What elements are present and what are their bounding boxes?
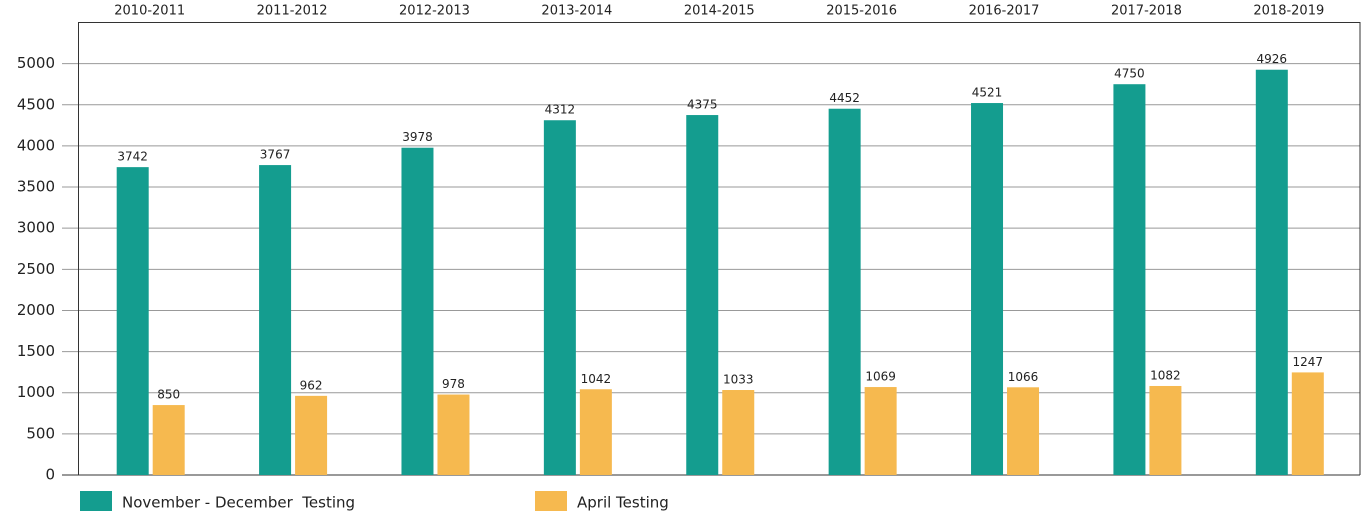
bar [152,405,185,475]
y-tick-label: 2500 [17,260,55,278]
x-tick-label: 2017-2018 [1111,4,1182,19]
x-tick-label: 2016-2017 [969,4,1040,19]
bar [116,167,149,476]
y-tick-label: 0 [45,466,55,484]
bar [722,390,755,475]
data-label: 1033 [723,373,754,387]
bar [295,395,328,475]
data-label: 4926 [1257,52,1288,66]
y-tick-label: 1000 [17,383,55,401]
bar [686,115,719,475]
data-label: 1066 [1008,370,1039,384]
y-tick-label: 4000 [17,136,55,154]
data-label: 978 [442,377,465,391]
bar [579,389,612,475]
bar [401,147,434,475]
bar [1113,84,1146,476]
bar [437,394,470,475]
legend-swatch [80,491,112,511]
data-label: 1082 [1150,368,1181,382]
bar [1291,372,1324,475]
data-label: 4312 [545,103,576,117]
x-tick-label: 2011-2012 [257,4,328,19]
data-label: 3742 [117,150,148,164]
data-label: 3978 [402,130,433,144]
data-label: 4750 [1114,67,1145,81]
data-label: 1042 [581,372,612,386]
bar [828,108,861,476]
bar [1007,387,1040,475]
data-label: 3767 [260,148,291,162]
plot-frame [78,22,1361,475]
x-tick-label: 2015-2016 [826,4,897,19]
x-tick-label: 2012-2013 [399,4,470,19]
data-label: 850 [157,388,180,402]
data-label: 4452 [829,91,860,105]
bar [543,120,576,476]
bar [259,165,292,475]
x-tick-label: 2018-2019 [1253,4,1324,19]
data-label: 1247 [1293,355,1324,369]
bar [864,387,897,475]
y-tick-label: 5000 [17,54,55,72]
y-tick-label: 2000 [17,301,55,319]
bar [971,103,1004,476]
data-label: 4375 [687,98,718,112]
legend-label: April Testing [577,494,669,512]
y-tick-label: 3500 [17,178,55,196]
bar [1255,69,1288,475]
x-tick-label: 2014-2015 [684,4,755,19]
y-tick-label: 500 [26,424,55,442]
x-tick-label: 2013-2014 [541,4,612,19]
bar [1149,385,1182,475]
y-tick-label: 4500 [17,95,55,113]
x-tick-label: 2010-2011 [114,4,185,19]
data-label: 962 [300,378,323,392]
data-label: 4521 [972,86,1003,100]
legend-swatch [535,491,567,511]
y-tick-label: 3000 [17,219,55,237]
legend-label: November - December Testing [122,494,355,512]
y-tick-label: 1500 [17,342,55,360]
data-label: 1069 [865,370,896,384]
